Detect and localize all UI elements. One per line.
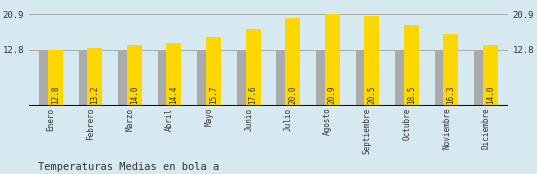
Bar — [245, 29, 260, 106]
Bar — [206, 37, 221, 106]
Bar — [277, 50, 292, 106]
Text: 14.0: 14.0 — [486, 85, 495, 104]
Text: 14.0: 14.0 — [130, 85, 139, 104]
Bar — [395, 50, 410, 106]
Bar — [434, 50, 449, 106]
Bar — [39, 50, 54, 106]
Bar — [444, 34, 459, 106]
Bar — [118, 50, 133, 106]
Text: 15.7: 15.7 — [209, 85, 218, 104]
Bar — [78, 50, 93, 106]
Bar — [158, 50, 173, 106]
Bar — [88, 48, 103, 106]
Text: 17.6: 17.6 — [249, 85, 258, 104]
Bar — [166, 43, 182, 106]
Bar — [285, 18, 300, 106]
Bar — [483, 45, 498, 106]
Bar — [364, 16, 379, 106]
Text: 14.4: 14.4 — [170, 85, 178, 104]
Text: 13.2: 13.2 — [90, 85, 99, 104]
Bar — [474, 50, 489, 106]
Bar — [127, 45, 142, 106]
Bar — [325, 14, 340, 106]
Text: 18.5: 18.5 — [407, 85, 416, 104]
Bar — [48, 50, 63, 106]
Text: 16.3: 16.3 — [446, 85, 455, 104]
Text: 20.9: 20.9 — [328, 85, 337, 104]
Bar — [316, 50, 331, 106]
Bar — [404, 25, 419, 106]
Text: Temperaturas Medias en bola a: Temperaturas Medias en bola a — [38, 162, 219, 172]
Bar — [237, 50, 252, 106]
Bar — [355, 50, 371, 106]
Text: 20.5: 20.5 — [367, 85, 376, 104]
Bar — [197, 50, 212, 106]
Text: 20.0: 20.0 — [288, 85, 297, 104]
Text: 12.8: 12.8 — [51, 85, 60, 104]
